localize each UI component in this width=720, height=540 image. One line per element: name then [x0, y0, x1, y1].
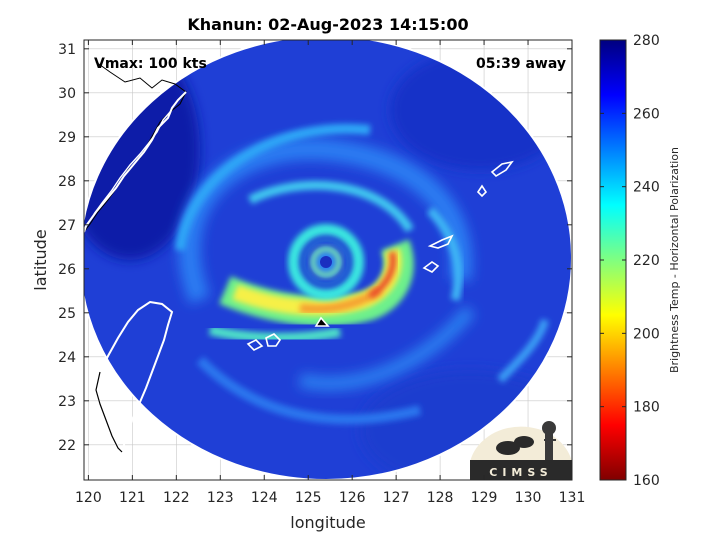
- y-tick-label: 26: [58, 262, 76, 278]
- x-axis-label: longitude: [290, 513, 365, 532]
- colorbar-tick-label: 160: [633, 473, 660, 489]
- x-tick-label: 123: [207, 490, 234, 506]
- x-tick-label: 127: [383, 490, 410, 506]
- y-tick-label: 28: [58, 174, 76, 190]
- colorbar-label: Brightness Temp - Horizontal Polarizatio…: [668, 147, 681, 373]
- y-tick-label: 23: [58, 394, 76, 410]
- x-tick-label: 124: [251, 490, 278, 506]
- time-away-annotation: 05:39 away: [476, 56, 566, 72]
- x-tick-label: 121: [119, 490, 146, 506]
- colorbar-tick-label: 280: [633, 33, 660, 49]
- y-axis: 22 23 24 25 26 27 28 29 30 31: [58, 42, 572, 454]
- y-axis-label: latitude: [31, 229, 50, 290]
- x-tick-label: 125: [295, 490, 322, 506]
- y-tick-label: 24: [58, 350, 76, 366]
- x-tick-label: 129: [471, 490, 498, 506]
- y-tick-label: 25: [58, 306, 76, 322]
- vmax-annotation: Vmax: 100 kts: [94, 56, 207, 72]
- x-tick-label: 122: [163, 490, 190, 506]
- x-tick-label: 128: [427, 490, 454, 506]
- colorbar-tick-label: 180: [633, 400, 660, 416]
- colorbar: 160 180 200 220 240 260 280 Brightness Temp - …: [599, 33, 681, 489]
- axes-frame: [83, 39, 573, 481]
- y-tick-label: 22: [58, 438, 76, 454]
- x-tick-label: 120: [75, 490, 102, 506]
- x-tick-label: 126: [339, 490, 366, 506]
- colorbar-gradient: [599, 39, 627, 481]
- y-tick-label: 30: [58, 86, 76, 102]
- x-tick-label: 130: [515, 490, 542, 506]
- x-axis: 120 121 122 123 124 125 126 127 128 129 130 131: [75, 40, 585, 506]
- cimss-logo: CIMSS: [470, 421, 572, 480]
- colorbar-tick-label: 200: [633, 326, 660, 342]
- colorbar-tick-label: 260: [633, 106, 660, 122]
- cimss-logo-text: CIMSS: [489, 466, 552, 479]
- coastlines: [84, 61, 514, 454]
- y-tick-label: 27: [58, 218, 76, 234]
- colorbar-ticks: 160 180 200 220 240 260 280: [600, 33, 660, 489]
- x-tick-label: 131: [559, 490, 586, 506]
- chart-title: Khanun: 02-Aug-2023 14:15:00: [187, 15, 468, 34]
- colorbar-tick-label: 220: [633, 253, 660, 269]
- brightness-temp-field: [84, 40, 572, 480]
- y-tick-label: 31: [58, 42, 76, 58]
- colorbar-tick-label: 240: [633, 180, 660, 196]
- y-tick-label: 29: [58, 130, 76, 146]
